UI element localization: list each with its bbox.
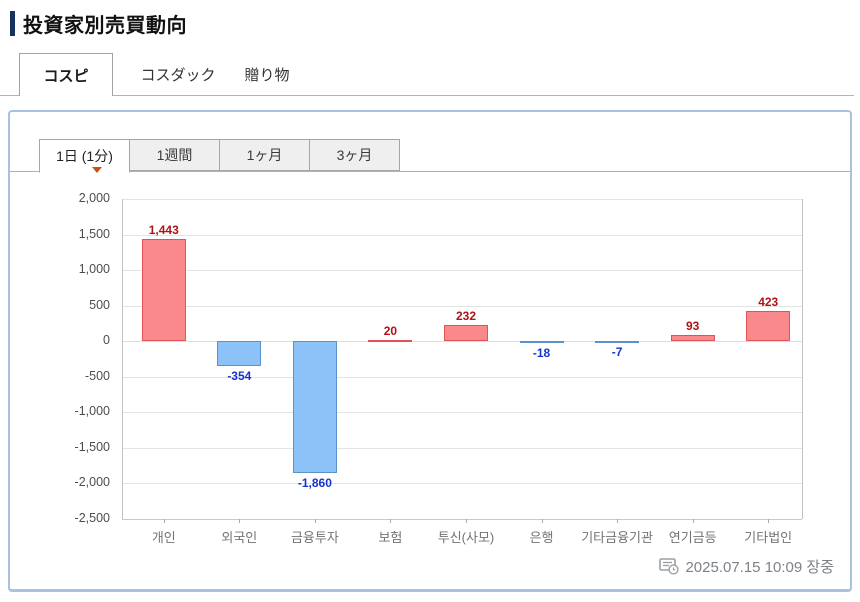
investor-trading-bar-chart: 2,000 1,500 1,000 500 0 -500 -1,000 -1,500 -2,00…: [10, 191, 850, 571]
bar-value-label: -18: [532, 345, 551, 360]
x-axis-tick: [768, 519, 770, 523]
x-axis-label-은행: 은행: [529, 530, 554, 545]
bar-value-label: 423: [758, 295, 779, 310]
y-axis-label: 2,000: [78, 191, 110, 205]
gridline--1500: [122, 447, 802, 449]
gridline--2500: [122, 519, 802, 520]
bar-value-label: -354: [227, 369, 252, 384]
gridline-1000: [122, 270, 802, 272]
tab-period-1week[interactable]: 1週間: [129, 139, 220, 171]
bar-value-label: -7: [611, 345, 623, 360]
tab-period-1month[interactable]: 1ヶ月: [219, 139, 310, 171]
x-axis-tick: [239, 519, 241, 523]
gridline--2000: [122, 483, 802, 485]
x-axis-label-개인: 개인: [151, 530, 176, 545]
plot-area: 2,000 1,500 1,000 500 0 -500 -1,000 -1,500 -2,00…: [75, 191, 803, 545]
x-axis-tick: [692, 519, 694, 523]
x-axis-tick: [466, 519, 467, 523]
y-axis-label: -500: [84, 368, 110, 383]
y-axis-label: 0: [103, 333, 110, 348]
title-accent-bar: [10, 10, 15, 36]
period-tab-bar: 1日 (1分) 1週間 1ヶ月 3ヶ月: [39, 139, 400, 173]
x-axis-label-외국인: 외국인: [221, 530, 258, 545]
active-tab-marker-icon: [91, 167, 102, 173]
tab-period-1day-label: 1日 (1分): [56, 148, 113, 164]
x-axis-tick: [390, 519, 392, 523]
period-tab-divider: [10, 171, 850, 172]
x-axis-label-기타법인: 기타법인: [744, 530, 793, 545]
chart-panel: 1日 (1分) 1週間 1ヶ月 3ヶ月 2,000 1,500 1,000 500 0 -…: [8, 110, 852, 592]
gridline-500: [122, 305, 802, 307]
bar-보험[interactable]: [368, 339, 413, 342]
bar-기타법인[interactable]: [746, 311, 791, 342]
tab-kosdaq[interactable]: コスダック: [140, 67, 216, 84]
bar-외국인[interactable]: [217, 341, 262, 367]
page-title: 投資家別売買動向: [23, 14, 187, 37]
clock-monitor-icon: [659, 558, 680, 575]
bar-투신(사모)[interactable]: [444, 324, 488, 342]
x-axis-tick: [541, 519, 543, 523]
y-axis-label: -1,000: [74, 404, 110, 419]
plot-right-border: [802, 199, 803, 519]
y-axis-line: [122, 199, 123, 519]
x-axis-label-연기금등: 연기금등: [668, 530, 717, 545]
bar-개인[interactable]: [141, 238, 186, 342]
y-axis-label: -2,000: [74, 475, 110, 490]
x-axis-label-투신(사모): 투신(사모): [437, 530, 495, 545]
bar-value-label: 1,443: [148, 222, 179, 237]
x-axis-tick: [163, 519, 165, 523]
tab-bar-divider: [0, 95, 854, 96]
y-axis-label: -1,500: [74, 439, 110, 454]
bar-value-label: 93: [685, 318, 700, 333]
market-tab-bar: コスピ コスダック 贈り物: [0, 53, 854, 96]
y-axis-label: 1,500: [78, 226, 110, 241]
bar-은행[interactable]: [519, 341, 564, 344]
gridline-0: [122, 341, 802, 343]
timestamp: 2025.07.15 10:09 장중: [659, 556, 834, 577]
page-header: 投資家別売買動向: [10, 9, 860, 37]
bar-연기금등[interactable]: [670, 334, 715, 342]
bar-value-label: 232: [455, 308, 477, 323]
y-axis-label: 1,000: [78, 262, 110, 277]
x-axis-tick: [314, 519, 316, 523]
y-axis-label: 500: [89, 297, 110, 312]
gridline--1000: [122, 412, 802, 414]
tab-futures[interactable]: 贈り物: [244, 67, 290, 84]
x-axis-tick: [617, 519, 619, 523]
tab-period-1day[interactable]: 1日 (1分): [39, 139, 130, 173]
tab-period-3month[interactable]: 3ヶ月: [309, 139, 400, 171]
bar-금융투자[interactable]: [292, 341, 337, 474]
gridline-1500: [122, 234, 802, 236]
bar-기타금융기관[interactable]: [595, 341, 640, 344]
gridline-2000: [122, 199, 802, 200]
x-axis-label-보험: 보험: [378, 530, 403, 545]
bar-value-label: 20: [383, 323, 398, 338]
tab-kospi[interactable]: コスピ: [19, 53, 113, 96]
bar-value-label: -1,860: [297, 476, 332, 491]
y-axis-label: -2,500: [74, 511, 110, 525]
gridline--500: [122, 376, 802, 378]
timestamp-text: 2025.07.15 10:09 장중: [685, 559, 834, 576]
x-axis-label-금융투자: 금융투자: [290, 530, 339, 545]
x-axis-label-기타금융기관: 기타금융기관: [581, 530, 653, 545]
